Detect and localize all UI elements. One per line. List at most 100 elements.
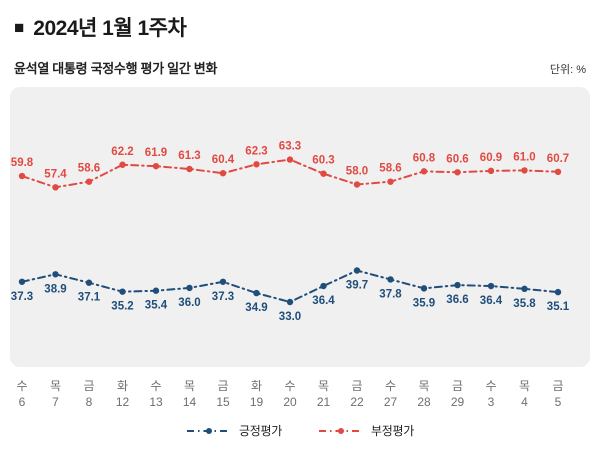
data-point-label: 60.7 bbox=[547, 153, 569, 165]
data-point-label: 39.7 bbox=[346, 280, 368, 292]
data-point-label: 61.0 bbox=[513, 151, 535, 163]
data-point bbox=[554, 288, 562, 296]
data-point bbox=[152, 162, 160, 170]
x-axis-label-day: 금 bbox=[351, 379, 362, 393]
data-point bbox=[320, 170, 327, 177]
x-axis-label-date: 12 bbox=[116, 395, 130, 409]
data-point bbox=[85, 279, 93, 286]
data-point bbox=[18, 172, 26, 180]
data-point-label: 33.0 bbox=[279, 311, 301, 323]
x-axis-label-date: 29 bbox=[451, 395, 465, 409]
x-axis-label-date: 8 bbox=[86, 395, 93, 409]
data-point-label: 58.0 bbox=[346, 166, 368, 178]
trend-chart: 수 6 목 7 금 8 화 12 수 13 목 14 금 15 화 19 수 20 목 21 금 22 수 27 목 28 금 29 수… bbox=[10, 87, 590, 409]
data-point-label: 35.9 bbox=[413, 297, 435, 309]
data-point bbox=[219, 170, 227, 177]
data-point-label: 34.9 bbox=[245, 302, 267, 314]
x-axis-label-day: 목 bbox=[418, 379, 429, 393]
x-axis-label-day: 금 bbox=[83, 379, 94, 393]
data-point-label: 35.1 bbox=[547, 301, 570, 313]
x-axis-label-day: 목 bbox=[519, 379, 530, 393]
data-point bbox=[521, 167, 528, 174]
positive-series-line-icon bbox=[187, 427, 232, 434]
x-axis-label-day: 금 bbox=[452, 379, 463, 393]
data-point bbox=[420, 285, 428, 292]
x-axis-label-day: 수 bbox=[284, 379, 295, 393]
data-point bbox=[521, 285, 528, 293]
data-point bbox=[18, 278, 26, 285]
title-row: ■ 2024년 1월 1주차 bbox=[14, 12, 586, 42]
data-point bbox=[52, 271, 59, 278]
data-point-label: 37.8 bbox=[379, 288, 402, 300]
data-point bbox=[253, 161, 260, 168]
data-point-label: 58.6 bbox=[379, 163, 401, 175]
data-point bbox=[454, 281, 461, 289]
x-axis-label-date: 7 bbox=[52, 395, 59, 409]
data-point bbox=[119, 161, 126, 168]
data-point-label: 36.4 bbox=[312, 295, 335, 307]
data-point-label: 61.9 bbox=[145, 147, 167, 159]
data-point bbox=[487, 282, 495, 290]
x-axis-label-day: 목 bbox=[184, 379, 195, 393]
data-point-label: 37.3 bbox=[11, 291, 33, 303]
x-axis-label-date: 20 bbox=[283, 395, 297, 409]
x-axis-label-date: 6 bbox=[19, 395, 26, 409]
x-axis-label-date: 14 bbox=[183, 395, 197, 409]
x-axis-label-date: 27 bbox=[384, 395, 398, 409]
data-point bbox=[454, 169, 461, 176]
header: ■ 2024년 1월 1주차 윤석열 대통령 국정수행 평가 일간 변화 단위:… bbox=[0, 0, 600, 77]
data-point bbox=[420, 168, 428, 175]
data-point bbox=[387, 276, 394, 283]
data-point bbox=[253, 289, 260, 297]
x-axis-label-day: 화 bbox=[251, 379, 262, 393]
x-axis-label-date: 19 bbox=[250, 395, 264, 409]
x-axis-label-day: 수 bbox=[16, 379, 27, 393]
data-point-label: 59.8 bbox=[11, 157, 34, 169]
data-point bbox=[286, 156, 294, 163]
x-axis-label-date: 3 bbox=[488, 395, 495, 409]
data-point-label: 36.4 bbox=[480, 295, 503, 307]
data-point-label: 60.8 bbox=[413, 152, 436, 164]
x-axis-label-date: 4 bbox=[521, 395, 528, 409]
data-point-label: 35.4 bbox=[145, 300, 168, 312]
data-point-label: 37.3 bbox=[212, 291, 234, 303]
data-point-label: 60.4 bbox=[212, 154, 235, 166]
x-axis-label-date: 15 bbox=[216, 395, 230, 409]
unit-label: 단위: % bbox=[549, 64, 586, 76]
data-point bbox=[119, 288, 126, 295]
data-point-label: 38.9 bbox=[44, 283, 66, 295]
data-point bbox=[286, 298, 294, 306]
chart-subtitle: 윤석열 대통령 국정수행 평가 일간 변화 bbox=[14, 61, 218, 76]
data-point-label: 36.6 bbox=[446, 294, 468, 306]
legend-label-positive: 긍정평가 bbox=[239, 424, 282, 438]
legend-item-negative: 부정평가 bbox=[318, 422, 414, 439]
x-axis-label-day: 금 bbox=[552, 379, 563, 393]
chart-legend: 긍정평가 부정평가 bbox=[0, 422, 600, 439]
data-point bbox=[152, 287, 160, 294]
x-axis-label-day: 금 bbox=[217, 379, 228, 393]
x-axis-label-day: 수 bbox=[150, 379, 161, 393]
data-point bbox=[554, 168, 562, 176]
data-point bbox=[353, 267, 361, 274]
data-point bbox=[85, 178, 93, 185]
data-point-label: 62.3 bbox=[245, 145, 267, 157]
x-axis-label-date: 21 bbox=[317, 395, 331, 409]
data-point bbox=[320, 282, 327, 290]
x-axis-label-day: 목 bbox=[50, 379, 61, 393]
data-point bbox=[353, 181, 361, 188]
data-point-label: 60.6 bbox=[446, 153, 468, 165]
x-axis-label-day: 수 bbox=[385, 379, 396, 393]
data-point-label: 60.3 bbox=[312, 155, 334, 167]
data-point bbox=[186, 165, 193, 173]
data-point-label: 61.3 bbox=[178, 150, 200, 162]
page-title: 2024년 1월 1주차 bbox=[33, 17, 187, 40]
x-axis-label-date: 28 bbox=[417, 395, 431, 409]
chart-panel bbox=[10, 87, 590, 367]
negative-series-line-icon bbox=[319, 427, 363, 434]
data-point-label: 58.6 bbox=[78, 163, 100, 175]
x-axis-label-date: 5 bbox=[555, 395, 562, 409]
x-axis-label-day: 수 bbox=[485, 379, 496, 393]
x-axis-label-date: 22 bbox=[350, 395, 364, 409]
data-point-label: 60.9 bbox=[480, 152, 502, 164]
x-axis-label-date: 13 bbox=[149, 395, 163, 409]
